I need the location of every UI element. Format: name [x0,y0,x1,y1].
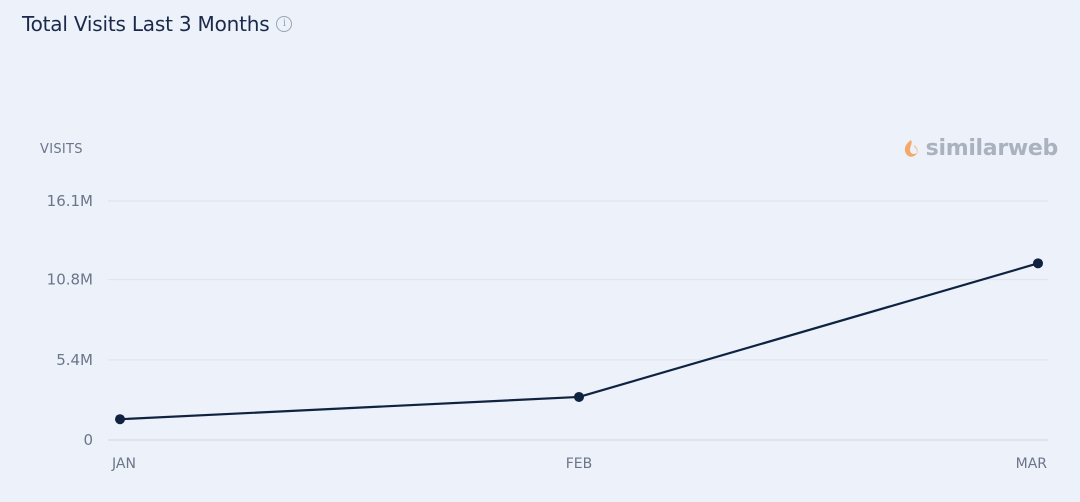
chart-title: Total Visits Last 3 Months [22,12,270,36]
y-tick-label: 5.4M [56,351,93,369]
y-tick-labels: 0 5.4M 10.8M 16.1M [47,192,93,449]
info-icon[interactable]: i [276,16,293,32]
series-visits [115,258,1043,425]
grid-lines [108,200,1048,441]
x-tick-label: JAN [111,456,136,472]
similarweb-logo-icon [904,139,918,157]
y-tick-label: 10.8M [47,271,93,289]
brand-name: similarweb [925,136,1059,161]
data-point[interactable] [574,391,584,402]
x-tick-labels: JAN FEB MAR [111,456,1047,472]
y-tick-label: 0 [83,431,93,449]
data-point[interactable] [115,414,125,425]
x-tick-label: MAR [1016,456,1048,472]
similarweb-brand: similarweb [900,136,1058,161]
data-point[interactable] [1033,258,1043,269]
y-axis-label: VISITS [40,142,83,157]
x-tick-label: FEB [566,456,593,472]
title-row: Total Visits Last 3 Months i [22,12,293,36]
y-tick-label: 16.1M [47,192,93,210]
